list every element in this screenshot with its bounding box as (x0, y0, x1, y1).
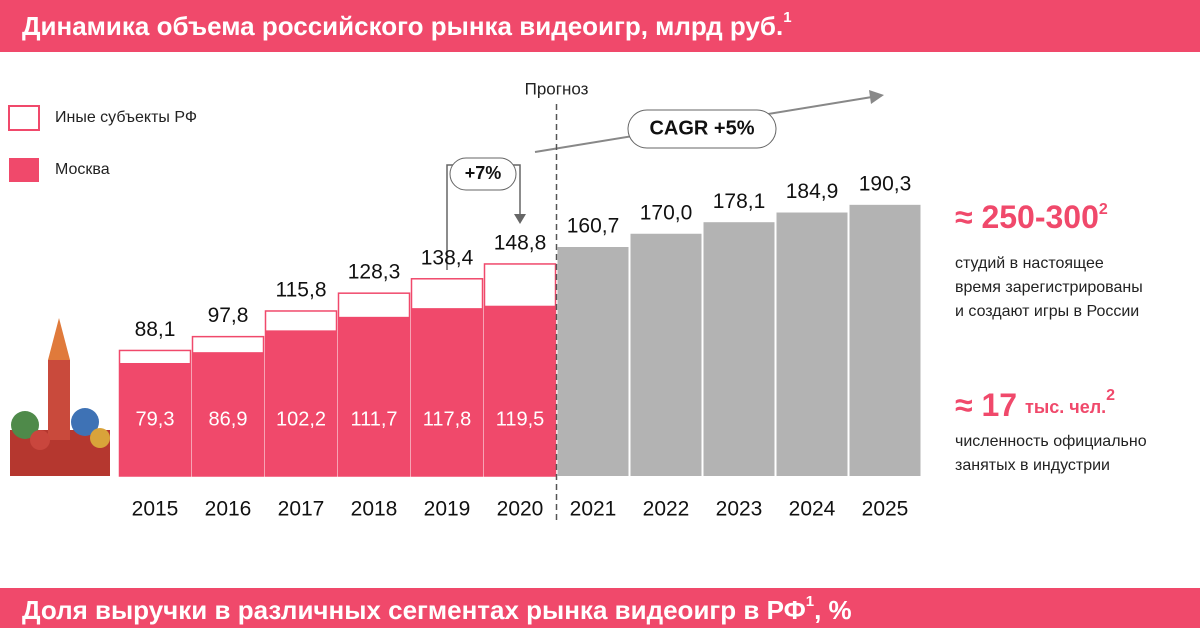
value-label: 119,5 (496, 408, 545, 430)
bar (338, 316, 410, 476)
footer-title: Доля выручки в различных сегментах рынка… (22, 593, 852, 625)
bar (192, 352, 264, 476)
title-note: 1 (783, 9, 791, 26)
x-tick-label: 2015 (132, 498, 179, 521)
value-label: 102,2 (276, 408, 326, 430)
growth-label: +7% (465, 163, 502, 183)
bar (119, 362, 191, 476)
total-bar (630, 233, 702, 476)
value-label: 111,7 (350, 408, 397, 430)
bar (484, 305, 556, 476)
bar (265, 330, 337, 476)
total-label: 190,3 (859, 172, 912, 195)
stat-text: занятых в индустрии (955, 457, 1110, 474)
arrow-head (514, 214, 526, 224)
x-tick-label: 2016 (205, 498, 252, 521)
legend-swatch (9, 158, 39, 182)
stat-text: время зарегистрированы (955, 279, 1143, 296)
title-text: Динамика объема российского рынка видеои… (22, 11, 783, 41)
x-tick-label: 2024 (789, 498, 836, 521)
total-label: 184,9 (786, 180, 839, 203)
footer-banner (0, 588, 1200, 628)
stat-number: ≈ 17 (955, 387, 1017, 423)
x-tick-label: 2020 (497, 498, 544, 521)
legend-label: Москва (55, 161, 110, 178)
stat-text: численность официально (955, 433, 1147, 450)
x-tick-label: 2019 (424, 498, 471, 521)
total-label: 97,8 (208, 304, 249, 327)
stat-value: ≈ 17 тыс. чел.2 (955, 387, 1115, 423)
total-label: 115,8 (276, 279, 327, 302)
kremlin-icon (10, 318, 110, 476)
legend-swatch (8, 105, 40, 131)
bar (411, 308, 483, 476)
total-label: 160,7 (567, 215, 620, 238)
total-bar (849, 204, 921, 476)
stat-note: 2 (1106, 387, 1115, 404)
growth-pill (449, 157, 517, 191)
stat-text: и создают игры в России (955, 303, 1139, 320)
x-tick-label: 2021 (570, 498, 617, 521)
total-label: 170,0 (640, 201, 693, 224)
value-label: 117,8 (423, 408, 472, 430)
total-label: 88,1 (135, 318, 176, 341)
total-label: 178,1 (713, 190, 766, 213)
stat-text: студий в настоящее (955, 255, 1104, 272)
stat-number: ≈ 250-300 (955, 199, 1099, 235)
total-label: 138,4 (421, 246, 474, 269)
x-tick-label: 2025 (862, 498, 909, 521)
x-tick-label: 2018 (351, 498, 398, 521)
cagr-label: CAGR +5% (649, 117, 754, 139)
value-label: 86,9 (209, 408, 248, 430)
footer-title-text: Доля выручки в различных сегментах рынка… (22, 595, 806, 625)
total-bar (557, 247, 629, 476)
legend-label: Иные субъекты РФ (55, 109, 197, 126)
x-tick-label: 2017 (278, 498, 325, 521)
stat-note: 2 (1099, 201, 1108, 218)
title-banner (0, 0, 1200, 52)
forecast-label: Прогноз (525, 79, 589, 98)
cagr-pill (627, 109, 777, 149)
footer-note: 1 (806, 593, 814, 610)
x-tick-label: 2022 (643, 498, 690, 521)
total-label: 128,3 (348, 261, 401, 284)
stat-value: ≈ 250-3002 (955, 199, 1108, 235)
x-tick-label: 2023 (716, 498, 763, 521)
stat-unit: тыс. чел. (1025, 397, 1106, 417)
value-label: 79,3 (136, 408, 175, 430)
total-bar (703, 222, 775, 476)
total-label: 148,8 (494, 232, 547, 255)
arrow-head (869, 90, 884, 104)
total-bar (776, 212, 848, 476)
footer-suffix: , % (814, 595, 852, 625)
title: Динамика объема российского рынка видеои… (22, 9, 792, 41)
